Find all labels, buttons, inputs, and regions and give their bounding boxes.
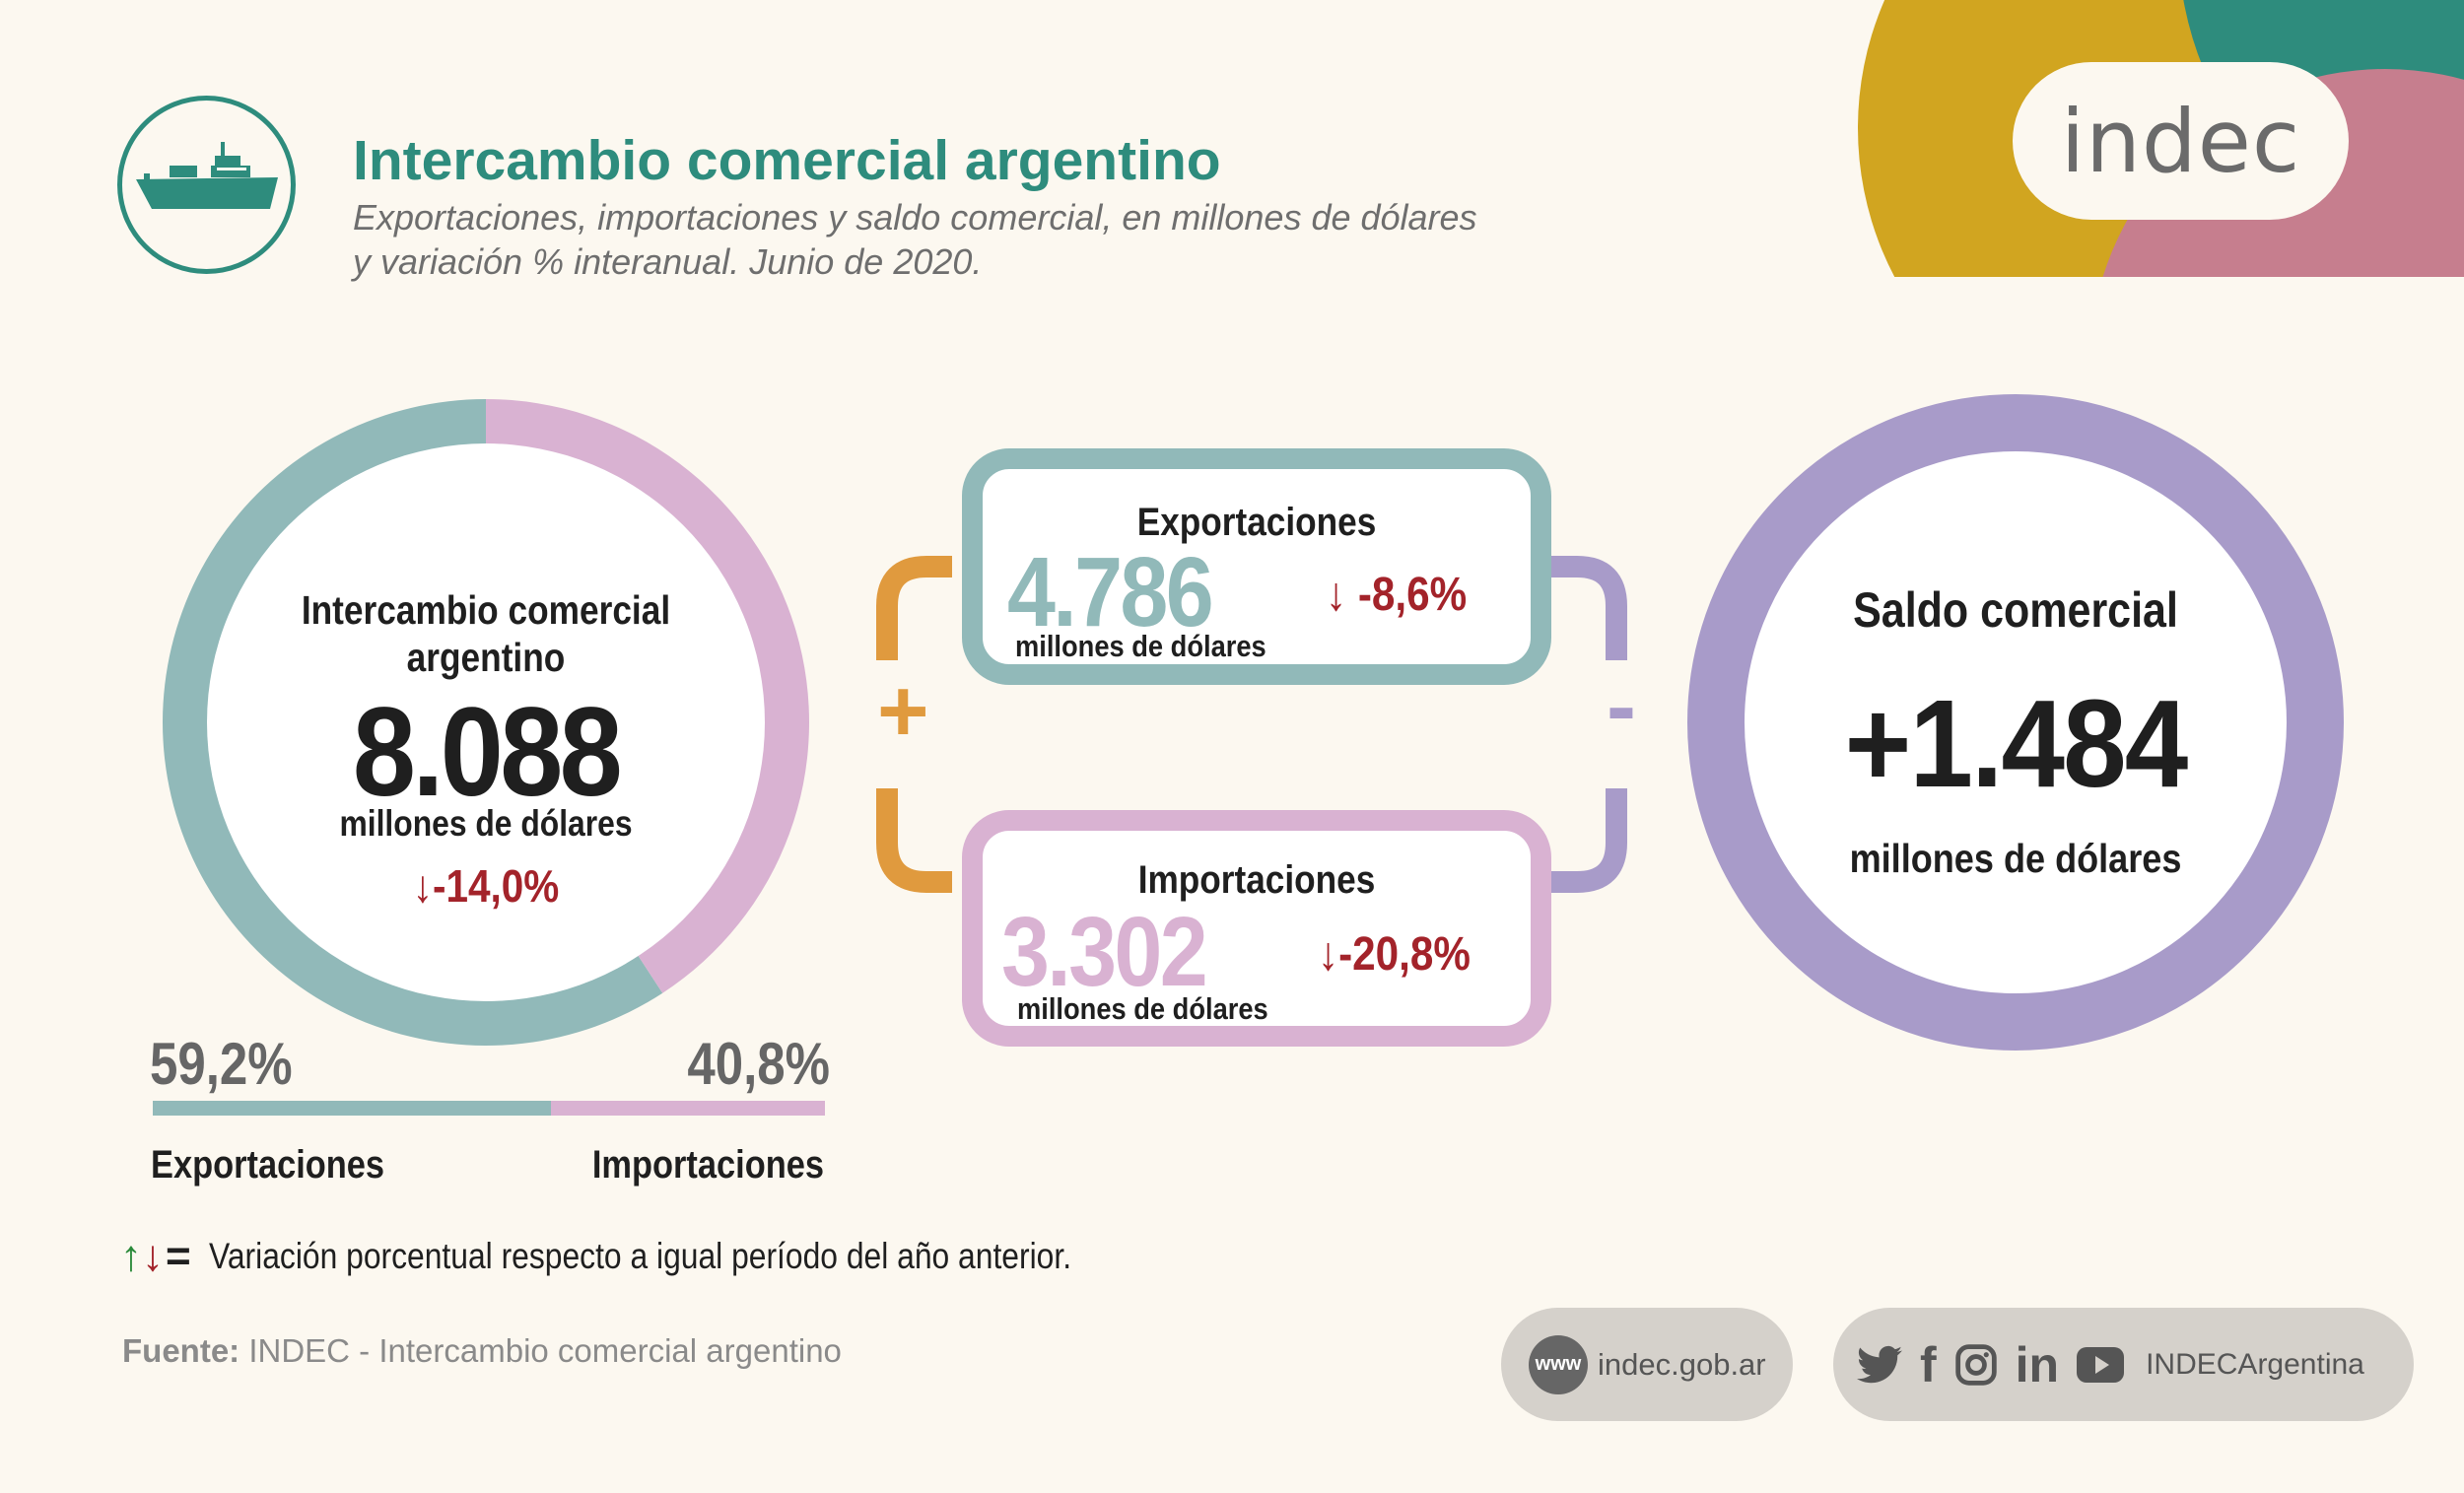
variation-legend-text: Variación porcentual respecto a igual pe… (208, 1236, 1071, 1276)
twitter-icon[interactable] (1857, 1345, 1902, 1385)
donut-center-unit: millones de dólares (274, 803, 698, 845)
import-share-percent: 40,8% (687, 1031, 830, 1097)
indec-logo: indec (2013, 62, 2349, 220)
saldo-ring (1687, 394, 2344, 1051)
imports-value: 3.302 (1001, 897, 1208, 1007)
up-arrow-icon: ↑ (120, 1232, 142, 1280)
minus-bracket-top (1551, 556, 1627, 660)
exports-variation: ↓ -8,6% (1326, 568, 1467, 622)
ship-icon-circle (117, 96, 296, 274)
exports-variation-value: -8,6% (1357, 569, 1468, 621)
donut-center-title: Intercambio comercial argentino (301, 587, 671, 680)
source-note: Fuente: INDEC - Intercambio comercial ar… (122, 1332, 842, 1370)
donut-hole (207, 443, 765, 1001)
variation-legend: ↑↓= Variación porcentual respecto a igua… (120, 1232, 1211, 1281)
trade-donut-chart (162, 399, 809, 1046)
saldo-title: Saldo comercial (1853, 582, 2178, 638)
exports-unit: millones de dólares (1015, 629, 1266, 663)
export-share-label: Exportaciones (151, 1143, 385, 1187)
source-text: INDEC - Intercambio comercial argentino (240, 1332, 842, 1369)
facebook-icon[interactable]: f (1920, 1336, 1937, 1392)
social-links: f in INDECArgentina (1833, 1308, 2414, 1421)
exports-card: Exportaciones 4.786 ↓ -8,6% millones de … (962, 448, 1551, 685)
equals-icon: = (166, 1232, 191, 1280)
down-arrow-icon: ↓ (1318, 928, 1339, 981)
saldo-unit: millones de dólares (1849, 836, 2182, 881)
logo-text: indec (2060, 90, 2301, 192)
source-label: Fuente: (122, 1332, 240, 1369)
exports-card-title: Exportaciones (1136, 501, 1377, 544)
subtitle-line-1: Exportaciones, importaciones y saldo com… (353, 197, 1477, 238)
www-icon: www (1529, 1334, 1588, 1394)
minus-sign: - (1607, 657, 1636, 756)
social-handle: INDECArgentina (2146, 1347, 2364, 1381)
saldo-value: +1.484 (1844, 674, 2189, 813)
linkedin-icon[interactable]: in (2015, 1336, 2060, 1392)
export-share-bar (153, 1101, 551, 1116)
imports-variation-value: -20,8% (1338, 928, 1471, 981)
down-arrow-icon: ↓ (142, 1232, 164, 1280)
website-link[interactable]: www indec.gob.ar (1501, 1308, 1793, 1421)
plus-bracket-top (876, 556, 952, 660)
variation-legend-icons: ↑↓= (120, 1232, 191, 1281)
saldo-ring-circle (1687, 394, 2344, 1051)
donut-center-variation: ↓-14,0% (269, 859, 703, 913)
cargo-ship-icon (136, 142, 278, 209)
import-share-label: Importaciones (591, 1143, 824, 1187)
imports-card: Importaciones 3.302 ↓-20,8% millones de … (962, 810, 1551, 1047)
down-arrow-icon: ↓ (412, 860, 433, 912)
website-text: indec.gob.ar (1598, 1346, 1766, 1382)
instagram-icon[interactable] (1954, 1343, 1998, 1387)
imports-card-title: Importaciones (1137, 858, 1376, 902)
imports-variation: ↓-20,8% (1318, 927, 1471, 982)
page-title: Intercambio comercial argentino (353, 129, 1221, 192)
donut-unit-text: millones de dólares (339, 803, 633, 844)
subtitle-line-2: y variación % interanual. Junio de 2020. (353, 241, 983, 282)
donut-center-value: 8.088 (352, 682, 623, 823)
minus-bracket-bottom (1551, 788, 1627, 893)
operator-connectors: + - (876, 556, 1636, 893)
youtube-icon[interactable] (2077, 1346, 2125, 1383)
import-share-bar (551, 1101, 825, 1116)
down-arrow-icon: ↓ (1326, 569, 1347, 621)
donut-variation-value: -14,0% (432, 860, 560, 912)
imports-unit: millones de dólares (1017, 991, 1268, 1026)
plus-bracket-bottom (876, 788, 952, 893)
export-share-percent: 59,2% (150, 1031, 293, 1097)
exports-value: 4.786 (1007, 537, 1214, 647)
plus-sign: + (877, 662, 929, 761)
